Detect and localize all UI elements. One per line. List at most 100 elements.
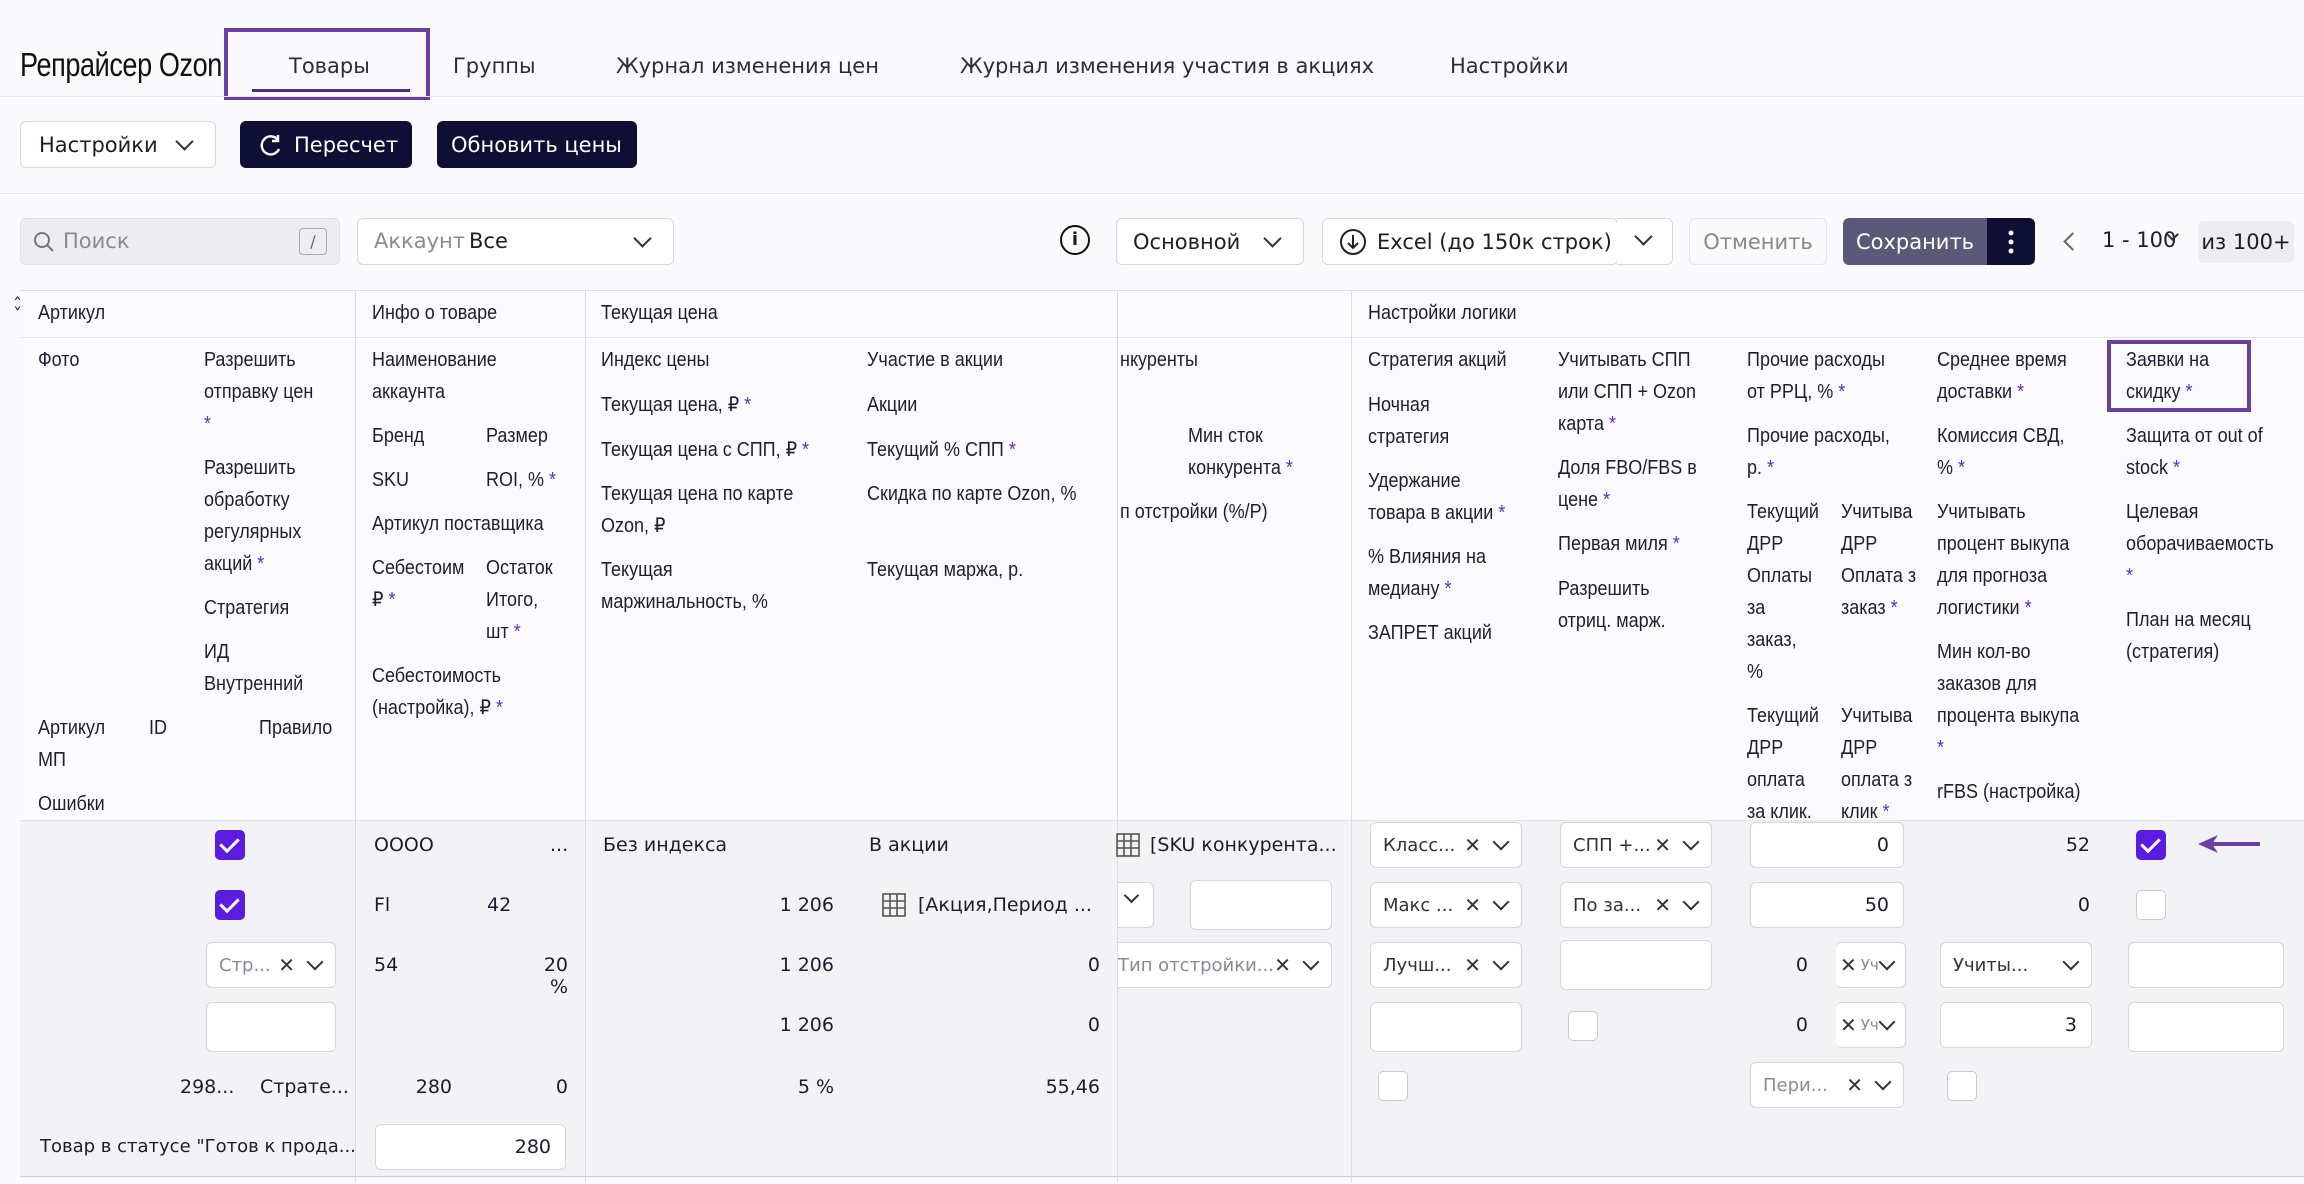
update-prices-button[interactable]: Обновить цены [437,121,637,168]
chevron-down-icon [1263,229,1282,248]
clear-icon[interactable]: ✕ [1464,953,1481,977]
clear-icon[interactable]: ✕ [1840,953,1857,977]
discount-requests-checkbox[interactable] [2136,830,2166,860]
clear-icon[interactable]: ✕ [1840,1013,1857,1037]
hold-promo-select[interactable]: Лучш... ✕ [1370,942,1522,988]
header-cur-margin-pct: Текущая маржинальность, % [601,559,768,613]
header-first-mile: Первая миля * [1558,533,1680,555]
period-select[interactable]: Пери... ✕ [1750,1062,1904,1108]
header-ban-promos: ЗАПРЕТ акций [1368,622,1492,644]
header-price-index: Индекс цены [601,349,710,371]
oos-protection-checkbox[interactable] [2136,890,2166,920]
promo-strategy-select[interactable]: Класс... ✕ [1370,822,1522,868]
header-cur-spp: Текущий % СПП * [867,439,1016,461]
card-discount-value: 0 [1087,1014,1100,1036]
night-strategy-select[interactable]: Макс ... ✕ [1370,882,1522,928]
chevron-down-icon [1492,833,1510,851]
table-icon[interactable] [882,893,906,917]
nav-divider [0,96,2304,97]
header-tune-type: п отстройки (%/Р) [1120,501,1268,523]
page-total: из 100+ [2198,221,2294,263]
group-header-divider [20,337,2304,338]
consider-click-select[interactable]: ✕ Уч [1836,1002,1906,1048]
account-select[interactable]: Аккаунт Все [357,218,674,265]
header-svd-commission: Комиссия СВД,% * [1937,425,2065,479]
consider-spp-select[interactable]: СПП +... ✕ [1560,822,1712,868]
internal-id-input[interactable] [206,1002,336,1052]
clear-icon[interactable]: ✕ [1654,893,1671,917]
table-icon[interactable] [1116,833,1140,857]
download-icon [1340,228,1366,255]
excel-options-button[interactable] [1617,218,1673,265]
rule-value: Страте... [260,1076,349,1098]
header-allow-neg-margin: Разрешить отриц. марж. [1558,578,1666,632]
rfbs-checkbox[interactable] [1947,1071,1977,1101]
other-rub-input[interactable]: 50 [1750,882,1904,928]
clear-icon[interactable]: ✕ [1464,833,1481,857]
month-plan-input[interactable] [2128,1002,2284,1052]
period-value: Пери... [1763,1074,1828,1096]
save-button[interactable]: Сохранить [1843,218,1987,265]
first-mile-input[interactable] [1560,940,1712,990]
consider-spp-value: СПП +... [1573,834,1651,856]
min-stock-comp-input[interactable] [1190,880,1332,930]
clear-icon[interactable]: ✕ [278,953,295,977]
search-input[interactable]: Поиск [63,229,130,253]
header-other-rub: Прочие расходы, р. * [1747,425,1890,479]
header-consider-order: Учитыва ДРР Оплата з заказ * [1841,501,1917,619]
target-turnover-input[interactable] [2128,942,2284,988]
header-cost: Себестоим ₽ * [372,557,465,611]
recalc-button[interactable]: Пересчет [240,121,412,168]
header-discount-requests: Заявки на скидку * [2126,349,2210,403]
more-options-button[interactable] [1987,218,2035,265]
clear-icon[interactable]: ✕ [1846,1073,1863,1097]
prev-page-icon[interactable] [2063,232,2082,251]
avg-delivery-value: 52 [2065,834,2090,856]
tab-groups[interactable]: Группы [453,54,536,78]
ban-promos-checkbox[interactable] [1378,1071,1408,1101]
header-drr-click: Текущий ДРР оплата за клик, [1747,705,1819,818]
clear-icon[interactable]: ✕ [1464,893,1481,917]
header-cost-setting: Себестоимость (настройка), ₽ * [372,665,504,719]
settings-dropdown[interactable]: Настройки [20,121,216,168]
info-icon[interactable]: i [1060,225,1090,255]
tune-type-select[interactable]: Тип отстройки... ✕ [1118,942,1332,988]
cost-setting-input[interactable]: 280 [375,1124,566,1170]
fbo-share-select[interactable]: По за... ✕ [1560,882,1712,928]
chevron-down-icon [1492,953,1510,971]
competitor-select[interactable] [1118,882,1154,928]
min-orders-input[interactable]: 3 [1940,1002,2092,1048]
allow-price-checkbox[interactable] [215,830,245,860]
chevron-down-icon [174,132,194,151]
highlight-frame [2107,340,2251,412]
view-select[interactable]: Основной [1116,218,1304,265]
search-box[interactable]: Поиск / [20,218,340,265]
drr-order-value: 0 [1795,954,1808,976]
consider-order-select[interactable]: ✕ Уч [1836,942,1906,988]
id-value: 298... [180,1076,235,1098]
strategy-select[interactable]: Стр... ✕ [206,942,336,988]
tab-price-log[interactable]: Журнал изменения цен [616,54,879,78]
header-min-orders: Мин кол-во заказов для процента выкупа * [1937,641,2080,759]
allow-neg-margin-checkbox[interactable] [1568,1011,1598,1041]
cur-price-card-value: 1 206 [779,1014,834,1036]
promos-value[interactable]: [Акция,Период ... [918,894,1092,916]
buyout-select[interactable]: Учиты... [1940,942,2092,988]
page-range[interactable]: 1 - 100 [2102,228,2177,252]
tab-settings[interactable]: Настройки [1450,54,1569,78]
other-rrc-input[interactable]: 0 [1750,822,1904,868]
excel-export-button[interactable]: Excel (до 150к строк) [1322,218,1618,265]
collapse-icon[interactable]: ˄ ˅ [12,296,23,322]
view-select-value: Основной [1133,229,1241,254]
clear-icon[interactable]: ✕ [1654,833,1671,857]
cancel-button[interactable]: Отменить [1689,218,1827,265]
allow-regular-checkbox[interactable] [215,890,245,920]
sku-value: 54 [374,954,399,976]
tab-products[interactable]: Товары [289,54,370,78]
header-hold-promo: Удержание товара в акции * [1368,470,1506,524]
tab-promo-log[interactable]: Журнал изменения участия в акциях [960,54,1375,78]
clear-icon[interactable]: ✕ [1274,953,1291,977]
median-influence-input[interactable] [1370,1002,1522,1052]
chevron-down-icon [2062,953,2080,971]
competitors-value[interactable]: [SKU конкурента... [1150,834,1337,856]
